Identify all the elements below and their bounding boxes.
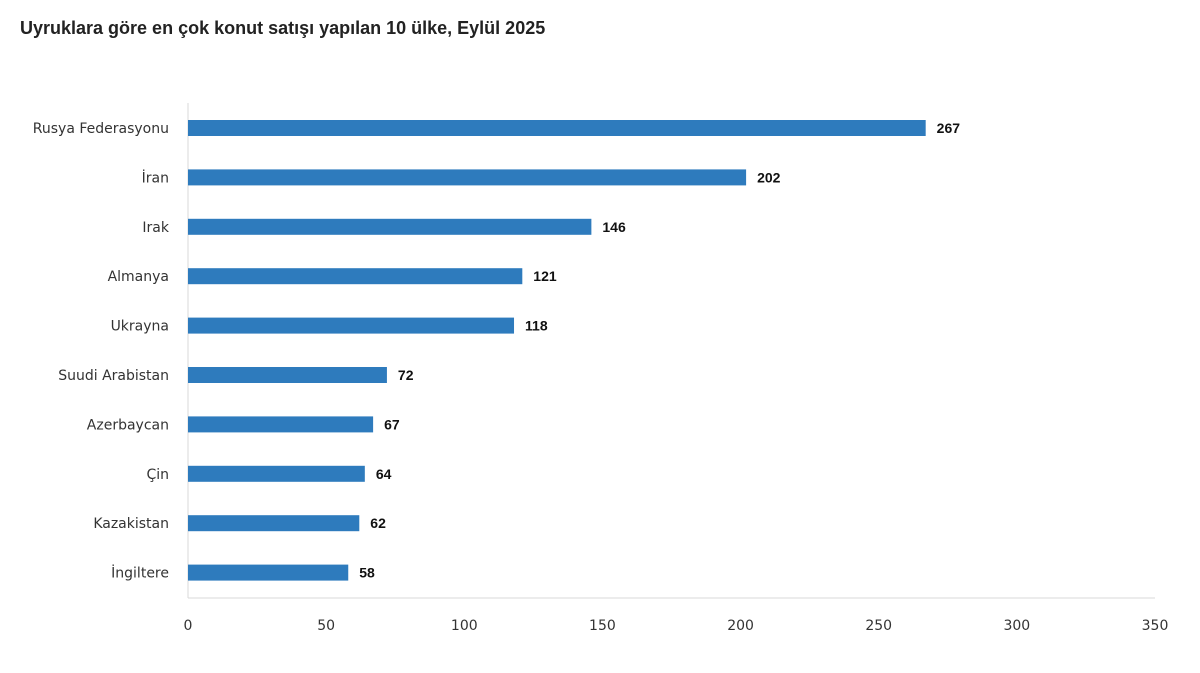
bar (188, 218, 592, 235)
category-label: Rusya Federasyonu (33, 121, 169, 137)
bar (188, 465, 365, 482)
bar (188, 515, 360, 532)
category-label: Kazakistan (93, 516, 169, 532)
bar (188, 416, 374, 433)
value-label: 67 (384, 416, 400, 432)
value-label: 121 (533, 268, 557, 284)
x-tick-label: 150 (589, 618, 616, 634)
bar (188, 367, 387, 383)
bar (188, 268, 523, 285)
category-label: Çin (146, 467, 169, 483)
x-tick-label: 250 (865, 618, 892, 634)
category-label: Almanya (108, 269, 169, 285)
value-label: 64 (376, 466, 392, 482)
category-label: Ukrayna (111, 319, 169, 335)
value-label: 202 (757, 169, 781, 185)
value-label: 146 (602, 219, 626, 235)
bar (188, 564, 349, 581)
x-tick-label: 100 (451, 618, 478, 634)
value-label: 62 (370, 515, 386, 531)
bar (188, 317, 515, 334)
x-tick-label: 200 (727, 618, 754, 634)
x-tick-label: 300 (1003, 618, 1030, 634)
value-label: 58 (359, 565, 375, 581)
category-label: Azerbaycan (87, 417, 169, 433)
chart-bars (188, 120, 926, 581)
value-label: 267 (937, 120, 961, 136)
category-label: Irak (142, 220, 169, 236)
chart-labels: 0 50 100 150 200 250 300 350 Rusya Federasyonu 26… (33, 120, 1169, 634)
category-label: İngiltere (111, 564, 169, 582)
category-label: Suudi Arabistan (58, 368, 169, 384)
x-tick-label: 50 (317, 618, 335, 634)
value-label: 72 (398, 367, 414, 383)
value-label: 118 (525, 318, 548, 334)
x-tick-label: 350 (1142, 618, 1169, 634)
x-tick-label: 0 (184, 618, 193, 634)
bar (188, 169, 747, 186)
bar (188, 120, 926, 136)
chart-title: Uyruklara göre en çok konut satışı yapıl… (20, 18, 546, 38)
category-label: İran (142, 168, 169, 186)
